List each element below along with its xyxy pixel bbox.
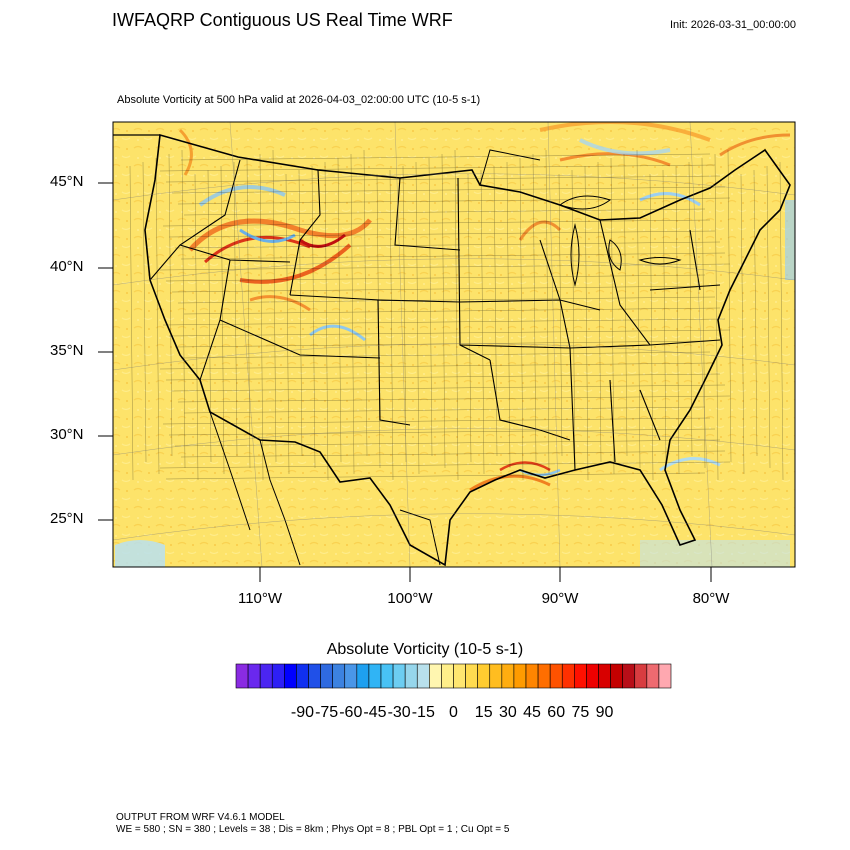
colorbar-swatch: [320, 663, 333, 689]
state-boundaries: [149, 159, 721, 471]
us-outline: [144, 133, 791, 567]
colorbar-swatch: [634, 663, 648, 689]
axis-ticks: [98, 182, 712, 582]
colorbar-swatch: [296, 663, 309, 689]
colorbar-swatch: [235, 663, 249, 689]
footer-model-line: OUTPUT FROM WRF V4.6.1 MODEL: [116, 812, 285, 823]
lon-label-100w: 100°W: [387, 590, 433, 607]
colorbar-swatch: [308, 663, 321, 689]
colorbar-swatch: [537, 663, 551, 689]
colorbar-swatch: [586, 663, 599, 689]
colorbar-swatch: [549, 663, 563, 689]
lat-label-30: 30°N: [50, 426, 84, 443]
chart-subtitle: Absolute Vorticity at 500 hPa valid at 2…: [117, 94, 481, 106]
colorbar-swatch: [392, 663, 406, 689]
map-frame: [112, 121, 796, 568]
colorbar-tick-label: -45: [363, 704, 387, 721]
init-time-label: Init: 2026-03-31_00:00:00: [670, 19, 796, 31]
colorbar-swatch: [429, 663, 442, 689]
colorbar-swatch: [441, 663, 454, 689]
vorticity-field: [113, 122, 795, 567]
colorbar-tick-label: 75: [571, 704, 590, 721]
colorbar-swatch: [465, 663, 478, 689]
lat-label-45: 45°N: [50, 173, 84, 190]
lat-label-25: 25°N: [50, 510, 84, 527]
colorbar-tick-label: 0: [449, 704, 458, 721]
colorbar-swatch: [525, 663, 539, 689]
colorbar-swatch: [658, 663, 672, 689]
county-boundaries: [129, 149, 784, 481]
colorbar-tick-label: -15: [411, 704, 435, 721]
colorbar-swatch: [380, 663, 394, 689]
colorbar-tick-label: 15: [474, 704, 493, 721]
colorbar-tick-label: -75: [315, 704, 339, 721]
graticule: [113, 122, 795, 567]
colorbar-swatch: [489, 663, 503, 689]
colorbar-swatch: [610, 663, 623, 689]
colorbar-title: Absolute Vorticity (10-5 s-1): [326, 641, 524, 658]
colorbar-tick-label: 60: [547, 704, 566, 721]
lon-label-110w: 110°W: [237, 590, 283, 607]
colorbar-tick-label: 90: [595, 704, 614, 721]
colorbar-swatch: [332, 663, 346, 689]
colorbar-swatch: [477, 663, 491, 689]
colorbar-swatch: [356, 663, 370, 689]
colorbar-swatch: [344, 663, 358, 689]
colorbar: [235, 663, 672, 689]
colorbar-swatch: [513, 663, 527, 689]
colorbar-tick-label: -60: [339, 704, 363, 721]
colorbar-swatch: [501, 663, 515, 689]
colorbar-swatch: [561, 663, 575, 689]
colorbar-swatch: [574, 663, 587, 689]
footer-config-line: WE = 580 ; SN = 380 ; Levels = 38 ; Dis …: [116, 824, 510, 835]
colorbar-tick-label: 30: [498, 704, 517, 721]
colorbar-swatch: [404, 663, 418, 689]
colorbar-swatch: [259, 663, 273, 689]
colorbar-swatch: [453, 663, 466, 689]
colorbar-swatch: [271, 663, 285, 689]
colorbar-swatch: [284, 663, 297, 689]
great-lakes: [558, 195, 682, 287]
colorbar-tick-label: -90: [290, 704, 315, 721]
colorbar-tick-label: 45: [523, 704, 541, 721]
chart-title: IWFAQRP Contiguous US Real Time WRF: [112, 10, 453, 30]
lat-label-40: 40°N: [50, 258, 84, 275]
lat-label-35: 35°N: [50, 342, 84, 359]
colorbar-swatch: [247, 663, 261, 689]
lon-label-80w: 80°W: [692, 590, 730, 607]
colorbar-tick-label: -30: [387, 704, 411, 721]
colorbar-swatch: [622, 663, 636, 689]
lon-label-90w: 90°W: [541, 590, 579, 607]
colorbar-swatch: [416, 663, 430, 689]
colorbar-swatch: [598, 663, 611, 689]
colorbar-swatch: [368, 663, 382, 689]
colorbar-swatch: [646, 663, 660, 689]
